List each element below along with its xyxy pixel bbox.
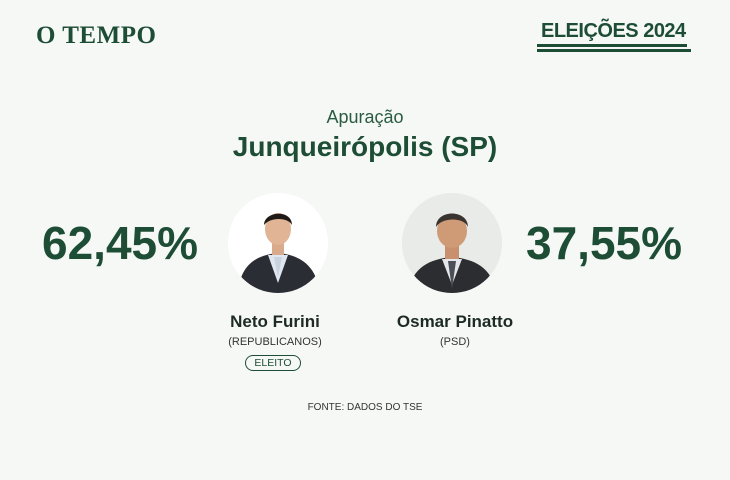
page-title: Junqueirópolis (SP) [232,131,498,162]
candidate-2-percent: 37,55% [526,217,683,269]
page-subtitle: Apuração [326,107,404,127]
candidate-1-name: Neto Furini [230,312,320,331]
eleicoes-2024-logo: ELEIÇÕES 2024 [537,18,691,54]
o-tempo-logo: O TEMPO [36,22,157,49]
eleicoes-2024-text: ELEIÇÕES 2024 [541,20,686,42]
data-source: FONTE: DADOS DO TSE [307,402,423,413]
elected-badge: ELEITO [245,355,301,371]
candidate-2-photo [402,193,502,293]
candidate-1-party: (REPUBLICANOS) [228,336,322,348]
logo-underline [537,44,687,47]
logo-underline [537,49,691,52]
candidate-2-name: Osmar Pinatto [396,312,514,331]
candidate-1-photo [228,193,328,293]
candidate-1-percent: 62,45% [42,217,199,269]
candidate-2-party: (PSD) [440,336,470,348]
